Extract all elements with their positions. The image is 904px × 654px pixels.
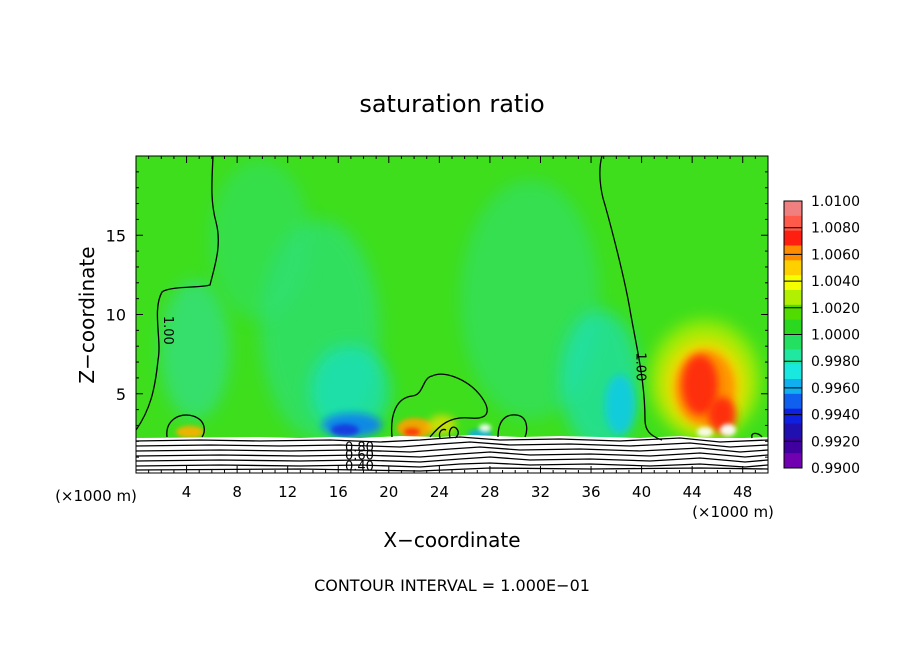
colorbar-label: 1.0040 bbox=[811, 274, 860, 290]
x-tick-label: 8 bbox=[232, 483, 242, 501]
colorbar-segment bbox=[784, 334, 802, 350]
y-axis-label: Z−coordinate bbox=[75, 246, 99, 383]
colorbar-segment bbox=[784, 438, 802, 454]
heatmap-field bbox=[136, 156, 768, 473]
colorbar-label: 1.0060 bbox=[811, 247, 860, 263]
colorbar-segment bbox=[784, 245, 802, 261]
x-tick-label: 20 bbox=[379, 483, 398, 501]
colorbar-segment bbox=[784, 290, 802, 306]
x-tick-label: 28 bbox=[480, 483, 499, 501]
contour-interval-footer: CONTOUR INTERVAL = 1.000E−01 bbox=[314, 576, 590, 595]
contour-lines bbox=[136, 156, 768, 472]
colorbar-segment bbox=[784, 230, 802, 246]
colorbar-label: 1.0020 bbox=[811, 301, 860, 317]
contour-label: 0.60 bbox=[345, 449, 374, 464]
contour-line-bump-5 bbox=[438, 428, 447, 439]
contour-label: 0.80 bbox=[345, 441, 374, 456]
colorbar-segment bbox=[784, 364, 802, 380]
contour-line-1.00-right bbox=[599, 156, 663, 441]
x-tick-label: 36 bbox=[581, 483, 600, 501]
x-tick-label: 48 bbox=[733, 483, 752, 501]
colorbar-segment bbox=[784, 319, 802, 335]
x-tick-label: 16 bbox=[329, 483, 348, 501]
y-tick-label: 15 bbox=[106, 226, 126, 245]
colorbar-label: 0.9960 bbox=[811, 381, 860, 397]
y-tick-label: 10 bbox=[106, 306, 126, 325]
colorbar-segment bbox=[784, 379, 802, 395]
colorbar-segment bbox=[784, 423, 802, 439]
colorbar-label: 1.0000 bbox=[811, 328, 860, 344]
contour-line-surface-1 bbox=[136, 436, 768, 443]
colorbar-segment bbox=[784, 304, 802, 321]
x-unit-label-left: (×1000 m) bbox=[55, 487, 137, 505]
colorbar-label: 1.0100 bbox=[811, 194, 860, 210]
colorbar-label: 0.9980 bbox=[811, 354, 860, 370]
colorbar-label: 0.9920 bbox=[811, 434, 860, 450]
contour-line-bump-3 bbox=[497, 414, 528, 438]
contour-label: 1.00 bbox=[633, 352, 648, 381]
colorbar-segment bbox=[784, 393, 802, 410]
y-tick-label: 5 bbox=[116, 385, 126, 404]
contour-line-bump-1 bbox=[166, 414, 205, 438]
contour-line-1.00-left bbox=[136, 156, 219, 431]
colorbar: 1.0100 1.0080 1.0060 1.0040 1.0020 1.0000 0.99… bbox=[783, 194, 860, 477]
contour-label-group: 1.00 1.00 0.800.600.40 bbox=[160, 316, 648, 475]
x-tick-label: 32 bbox=[531, 483, 550, 501]
contour-label: 1.00 bbox=[160, 316, 175, 345]
colorbar-label: 0.9940 bbox=[811, 408, 860, 424]
colorbar-label: 0.9900 bbox=[811, 461, 860, 477]
x-tick-label: 24 bbox=[430, 483, 449, 501]
contour-line-bump-4 bbox=[448, 426, 459, 439]
colorbar-segment bbox=[784, 349, 802, 365]
colorbar-segment bbox=[784, 453, 802, 469]
x-unit-label-right: (×1000 m) bbox=[692, 503, 774, 521]
contour-line-bump-2 bbox=[390, 373, 488, 438]
x-tick-label: 12 bbox=[278, 483, 297, 501]
x-axis-label: X−coordinate bbox=[383, 528, 520, 552]
x-tick-label: 40 bbox=[632, 483, 651, 501]
colorbar-segment bbox=[784, 260, 802, 276]
colorbar-segment bbox=[784, 201, 802, 217]
chart-title: saturation ratio bbox=[359, 90, 544, 118]
x-tick-label: 44 bbox=[683, 483, 702, 501]
contour-label: 0.40 bbox=[345, 460, 374, 475]
colorbar-segment bbox=[784, 408, 802, 424]
x-tick-label: 4 bbox=[182, 483, 192, 501]
contour-line-bump-6 bbox=[751, 432, 763, 439]
colorbar-segment bbox=[784, 275, 802, 291]
colorbar-label: 1.0080 bbox=[811, 221, 860, 237]
colorbar-segment bbox=[784, 215, 802, 232]
